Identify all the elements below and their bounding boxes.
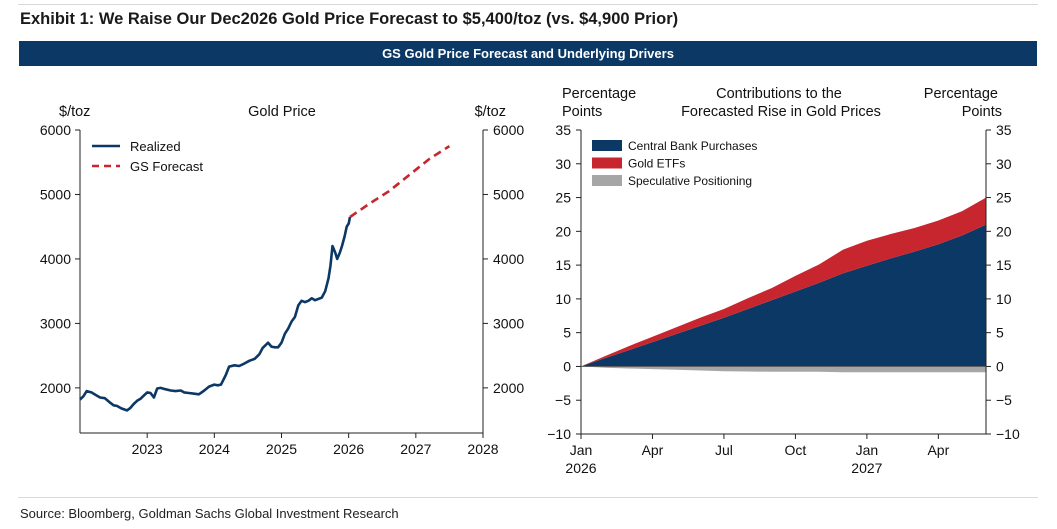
right-chart-ytick-label-right: 15	[996, 257, 1012, 273]
right-chart-ytick-label-right: 20	[996, 223, 1012, 239]
right-chart-area-central-bank-purchases	[581, 224, 986, 367]
source-note: Source: Bloomberg, Goldman Sachs Global …	[20, 506, 399, 521]
left-chart-ytick-label-left: 4000	[40, 251, 71, 267]
left-chart-xtick-label: 2025	[266, 441, 297, 457]
right-legend-label: Central Bank Purchases	[628, 139, 757, 153]
right-chart-ylabel-right: Percentage Points	[924, 86, 1002, 120]
right-legend-label: Speculative Positioning	[628, 174, 752, 188]
right-chart-ytick-label-left: 5	[563, 325, 571, 341]
left-legend-label: GS Forecast	[130, 159, 203, 174]
exhibit-title: Exhibit 1: We Raise Our Dec2026 Gold Pri…	[20, 10, 679, 28]
right-chart-ytick-label-right: 30	[996, 156, 1012, 172]
right-chart-ytick-label-right: 5	[996, 325, 1004, 341]
chart-banner: GS Gold Price Forecast and Underlying Dr…	[19, 41, 1037, 66]
right-ylabel-right-line2: Points	[962, 104, 1002, 120]
right-chart-area-speculative-positioning	[581, 366, 986, 373]
left-chart-series-realized	[79, 216, 352, 412]
right-chart-xtick-label: Jan	[856, 442, 879, 458]
left-chart-ytick-label-right: 6000	[493, 122, 524, 138]
right-chart-ytick-label-left: 30	[555, 156, 571, 172]
right-ylabel-left-line1: Percentage	[562, 86, 636, 102]
top-divider	[18, 4, 1038, 5]
right-chart-ytick-label-left: 0	[563, 358, 571, 374]
right-chart-xtick-label: Jan	[570, 442, 593, 458]
right-legend-swatch	[592, 140, 622, 151]
right-chart-ytick-label-left: 35	[555, 122, 571, 138]
right-ylabel-left-line2: Points	[562, 104, 602, 120]
right-chart-ytick-label-left: −5	[555, 392, 571, 408]
left-chart-ytick-label-right: 2000	[493, 380, 524, 396]
right-chart-ytick-label-left: 20	[555, 223, 571, 239]
left-chart-series-gs-forecast	[349, 145, 451, 219]
right-chart-ytick-label-right: 25	[996, 190, 1012, 206]
left-chart-xtick-label: 2028	[467, 441, 498, 457]
right-chart-xtick-label: Jul	[715, 442, 733, 458]
right-chart-ytick-label-right: −10	[996, 426, 1020, 442]
right-chart-xtick-label: Apr	[642, 442, 664, 458]
right-legend-swatch	[592, 175, 622, 186]
right-chart-ytick-label-right: −5	[996, 392, 1012, 408]
right-chart-title-line1: Contributions to the	[716, 86, 842, 102]
right-chart-title-line2: Forecasted Rise in Gold Prices	[681, 104, 881, 120]
right-chart-ytick-label-left: 25	[555, 190, 571, 206]
left-chart-ytick-label-right: 3000	[493, 315, 524, 331]
right-chart-xtick-label: Oct	[785, 442, 807, 458]
left-chart-ylabel-left: $/toz	[59, 104, 90, 120]
right-chart-ytick-label-left: 15	[555, 257, 571, 273]
left-chart-xtick-label: 2026	[333, 441, 364, 457]
right-chart-ytick-label-right: 10	[996, 291, 1012, 307]
bottom-divider	[18, 497, 1038, 498]
left-legend-label: Realized	[130, 139, 181, 154]
right-chart-ytick-label-right: 0	[996, 358, 1004, 374]
right-chart-title: Contributions to the Forecasted Rise in …	[681, 86, 881, 120]
right-chart-xtick-label: Apr	[927, 442, 949, 458]
left-chart-ytick-label-left: 3000	[40, 315, 71, 331]
left-chart-xtick-label: 2023	[132, 441, 163, 457]
right-chart-ylabel-left: Percentage Points	[562, 86, 640, 120]
left-chart-ytick-label-right: 5000	[493, 186, 524, 202]
left-chart-title: Gold Price	[248, 104, 316, 120]
left-chart-ytick-label-left: 6000	[40, 122, 71, 138]
right-chart-ytick-label-left: 10	[555, 291, 571, 307]
left-chart-ytick-label-right: 4000	[493, 251, 524, 267]
left-chart-ytick-label-left: 2000	[40, 380, 71, 396]
right-chart-area-gold-etfs	[581, 197, 986, 367]
left-chart-ytick-label-left: 5000	[40, 186, 71, 202]
right-legend-swatch	[592, 157, 622, 169]
right-chart-ytick-label-left: −10	[547, 426, 571, 442]
right-chart-xtick-year-label: 2027	[851, 460, 882, 476]
left-chart-xtick-label: 2027	[400, 441, 431, 457]
left-chart-ylabel-right: $/toz	[475, 104, 506, 120]
right-chart-xtick-year-label: 2026	[565, 460, 596, 476]
right-ylabel-right-line1: Percentage	[924, 86, 998, 102]
right-legend-label: Gold ETFs	[628, 157, 685, 171]
right-chart-ytick-label-right: 35	[996, 122, 1012, 138]
left-chart-xtick-label: 2024	[199, 441, 230, 457]
